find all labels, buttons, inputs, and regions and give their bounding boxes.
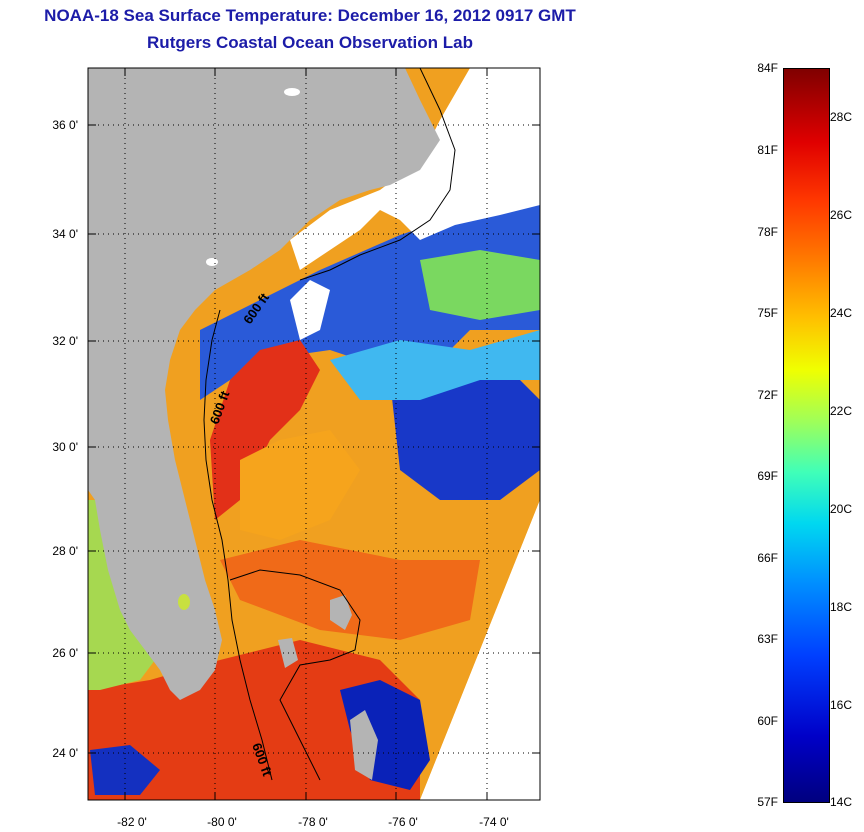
warm-water-region — [220, 540, 480, 640]
colorbar-c-label: 24C — [830, 306, 853, 320]
gulf-stream — [210, 340, 320, 520]
colorbar-f-label: 78F — [757, 225, 778, 239]
colorbar-f-label: 60F — [757, 714, 778, 728]
lon-label: -80 0' — [207, 815, 237, 829]
lake — [206, 258, 218, 266]
colorbar-f-label: 63F — [757, 632, 778, 646]
coastline-contour — [299, 68, 456, 281]
island — [330, 595, 352, 630]
land-mass — [88, 68, 440, 700]
cloud-mask — [290, 280, 330, 340]
colorbar-c-label: 22C — [830, 404, 853, 418]
colorbar-f-label: 57F — [757, 795, 778, 809]
colorbar-c-label: 18C — [830, 600, 853, 614]
temperature-colorbar — [783, 68, 830, 803]
lat-label: 26 0' — [52, 646, 78, 660]
colorbar-f-label: 72F — [757, 388, 778, 402]
cool-water-region — [330, 330, 540, 400]
lat-label: 34 0' — [52, 227, 78, 241]
coastline-contour — [229, 569, 361, 781]
map-frame — [87, 67, 541, 801]
cold-water-region — [90, 745, 160, 795]
lat-label: 32 0' — [52, 334, 78, 348]
axis-ticks — [88, 68, 540, 800]
colorbar-c-label: 28C — [830, 110, 853, 124]
map-title: NOAA-18 Sea Surface Temperature: Decembe… — [44, 6, 576, 25]
colorbar-f-label: 69F — [757, 469, 778, 483]
colorbar-f-label: 81F — [757, 143, 778, 157]
cloud-mask — [420, 500, 540, 800]
colorbar-f-label: 66F — [757, 551, 778, 565]
lake — [284, 88, 300, 96]
colorbar-f-label: 84F — [757, 61, 778, 75]
lon-label: -78 0' — [298, 815, 328, 829]
lon-label: -74 0' — [479, 815, 509, 829]
cold-water-region — [340, 680, 430, 790]
lat-label: 24 0' — [52, 746, 78, 760]
graticule — [88, 68, 540, 800]
lon-label: -82 0' — [117, 815, 147, 829]
green-water-region — [420, 250, 540, 320]
lake — [178, 594, 190, 610]
lat-label: 36 0' — [52, 118, 78, 132]
isobath-contour — [203, 309, 273, 781]
colorbar-c-label: 16C — [830, 698, 853, 712]
colorbar-c-label: 14C — [830, 795, 853, 809]
lat-label: 28 0' — [52, 544, 78, 558]
lon-label: -76 0' — [388, 815, 418, 829]
warm-water-region — [240, 430, 360, 540]
colorbar-c-label: 20C — [830, 502, 853, 516]
map-subtitle: Rutgers Coastal Ocean Observation Lab — [147, 33, 473, 52]
colorbar-c-label: 26C — [830, 208, 853, 222]
island — [350, 710, 378, 780]
colorbar-f-label: 75F — [757, 306, 778, 320]
lat-label: 30 0' — [52, 440, 78, 454]
cold-water-region — [390, 370, 540, 500]
